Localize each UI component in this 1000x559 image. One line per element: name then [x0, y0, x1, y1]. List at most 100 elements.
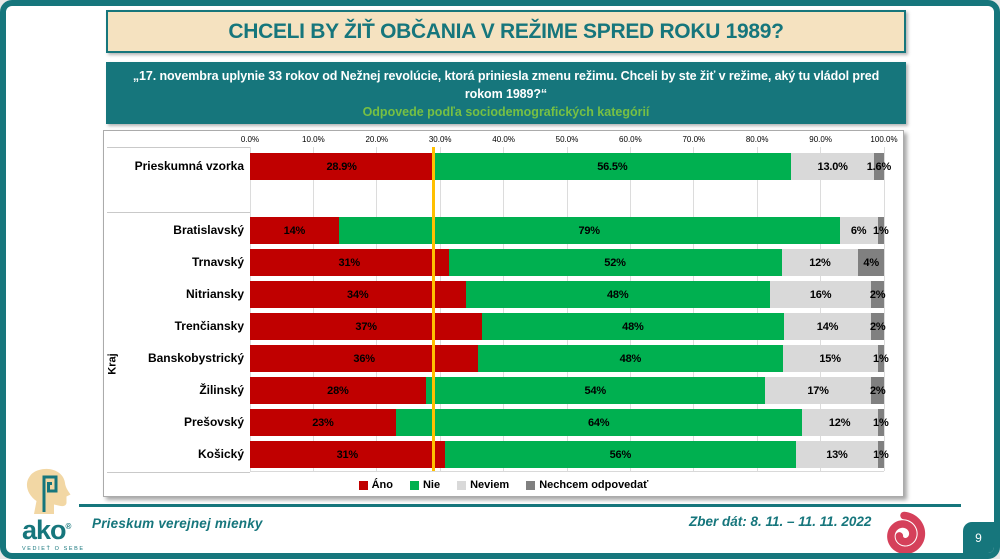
bar-value-label: 2%	[869, 384, 886, 397]
bar-value-label: 37%	[355, 320, 377, 333]
bar-value-label: 34%	[347, 288, 369, 301]
legend-item: Áno	[358, 479, 393, 491]
bar-row: 31% 52% 12% 4%	[250, 249, 884, 276]
bar-segment: 12%	[781, 249, 859, 276]
spiral-logo-icon	[887, 511, 926, 553]
bar-row: 36% 48% 15% 1%	[250, 345, 889, 372]
bar-value-label: 28.9%	[326, 160, 357, 173]
bar-segment: 1.6%	[867, 153, 891, 180]
bar-segment: 13%	[796, 441, 878, 468]
category-label: Bratislavský	[173, 223, 244, 237]
bar-segment: 14%	[783, 313, 872, 340]
axis-tick-label: 50.0%	[555, 135, 579, 144]
bar-value-label: 1.6%	[866, 160, 892, 173]
bar-segment: 56.5%	[433, 153, 792, 180]
gridline	[503, 147, 505, 471]
bar-segment: 56%	[444, 441, 797, 468]
bar-segment: 37%	[250, 313, 483, 340]
question-box: „17. novembra uplynie 33 rokov od Nežnej…	[106, 62, 906, 124]
legend-swatch	[358, 480, 368, 490]
axis-tick-label: 10.0%	[302, 135, 325, 144]
gridline	[249, 147, 251, 471]
axis-tick-label: 70.0%	[682, 135, 706, 144]
gridline	[376, 147, 378, 471]
bar-value-label: 79%	[578, 224, 600, 237]
bar-value-label: 14%	[816, 320, 839, 333]
category-label: Trenčiansky	[174, 319, 244, 333]
bar-value-label: 48%	[606, 288, 629, 301]
survey-question-text: „17. novembra uplynie 33 rokov od Nežnej…	[132, 68, 880, 101]
bar-segment: 48%	[482, 313, 784, 340]
bar-value-label: 48%	[622, 320, 644, 333]
axis-tick-label: 40.0%	[492, 135, 515, 144]
bar-segment: 1%	[873, 441, 889, 468]
bar-value-label: 16%	[809, 288, 832, 301]
plot-area: 28.9% 56.5% 13.0% 1.6% 14% 79% 6% 1% 31% 52% 12% 4%…	[249, 147, 891, 472]
gridline	[820, 147, 822, 471]
bar-value-label: 1%	[873, 448, 889, 461]
legend-label: Nechcem odpovedať	[539, 479, 649, 491]
legend-label: Neviem	[470, 479, 510, 491]
category-divider-bottom	[107, 472, 250, 473]
category-label: Trnavský	[191, 255, 244, 269]
bar-segment: 17%	[764, 377, 872, 404]
bar-value-label: 1%	[873, 352, 889, 365]
gridline	[312, 147, 314, 471]
bar-value-label: 56%	[609, 448, 632, 461]
footer-right-text: Zber dát: 8. 11. – 11. 11. 2022	[689, 514, 872, 529]
axis-tick-label: 30.0%	[428, 135, 452, 144]
gridline	[756, 147, 758, 471]
bar-segment: 28%	[250, 377, 426, 404]
group-axis-label: Kraj	[106, 353, 119, 375]
x-axis-ticks: 0.0% 10.0% 20.0% 30.0% 40.0% 50.0% 60.0% 70.0% 8…	[241, 135, 898, 147]
axis-tick-label: 60.0%	[619, 135, 642, 144]
gridline	[629, 147, 631, 471]
legend-item: Neviem	[457, 479, 509, 491]
category-label: Prieskumná vzorka	[134, 159, 244, 173]
bar-value-label: 31%	[338, 256, 361, 269]
gridline	[439, 147, 441, 471]
ako-tagline: VEDIEŤ O SEBE	[22, 546, 85, 552]
bar-segment: 14%	[250, 217, 339, 244]
bar-segment: 31%	[250, 441, 445, 468]
bar-value-label: 1%	[873, 416, 889, 429]
reference-line	[431, 147, 435, 471]
bar-segment: 54%	[425, 377, 765, 404]
bar-value-label: 31%	[336, 448, 359, 461]
bar-value-label: 64%	[587, 416, 610, 429]
gridline	[566, 147, 568, 471]
bar-segment: 48%	[478, 345, 783, 372]
axis-tick-label: 90.0%	[809, 135, 832, 144]
gridline	[883, 147, 885, 471]
bar-value-label: 23%	[312, 416, 334, 429]
bar-value-label: 2%	[869, 320, 886, 333]
bar-value-label: 56.5%	[597, 160, 628, 173]
bar-segment: 4%	[858, 249, 884, 276]
legend-label: Nie	[422, 479, 441, 491]
bar-value-label: 36%	[353, 352, 375, 365]
legend-label: Áno	[371, 479, 393, 491]
bar-value-label: 48%	[619, 352, 642, 365]
bar-row: 34% 48% 16% 2%	[250, 281, 886, 308]
bar-segment: 6%	[839, 217, 878, 244]
bar-value-label: 54%	[584, 384, 607, 397]
footer-left-text: Prieskum verejnej mienky	[92, 516, 263, 531]
axis-tick-label: 20.0%	[365, 135, 389, 144]
bar-segment: 23%	[250, 409, 396, 436]
category-label: Žilinský	[199, 383, 244, 397]
category-label: Banskobystrický	[147, 351, 244, 365]
bar-segment: 31%	[250, 249, 449, 276]
page-number-badge: 9	[963, 522, 994, 553]
bar-row: 28.9% 56.5% 13.0% 1.6%	[250, 153, 891, 180]
bar-row: 37% 48% 14% 2%	[250, 313, 886, 340]
bar-segment: 64%	[395, 409, 802, 436]
bar-segment: 48%	[465, 281, 770, 308]
bar-value-label: 14%	[283, 224, 306, 237]
category-label: Nitriansky	[185, 287, 244, 301]
footer-divider-line	[79, 504, 961, 507]
ako-wordmark: ako®	[22, 515, 72, 545]
bar-segment: 36%	[250, 345, 479, 372]
ako-logo: ako® VEDIEŤ O SEBE	[22, 468, 84, 552]
chart-card: 0.0% 10.0% 20.0% 30.0% 40.0% 50.0% 60.0% 70.0% 8…	[103, 130, 904, 497]
